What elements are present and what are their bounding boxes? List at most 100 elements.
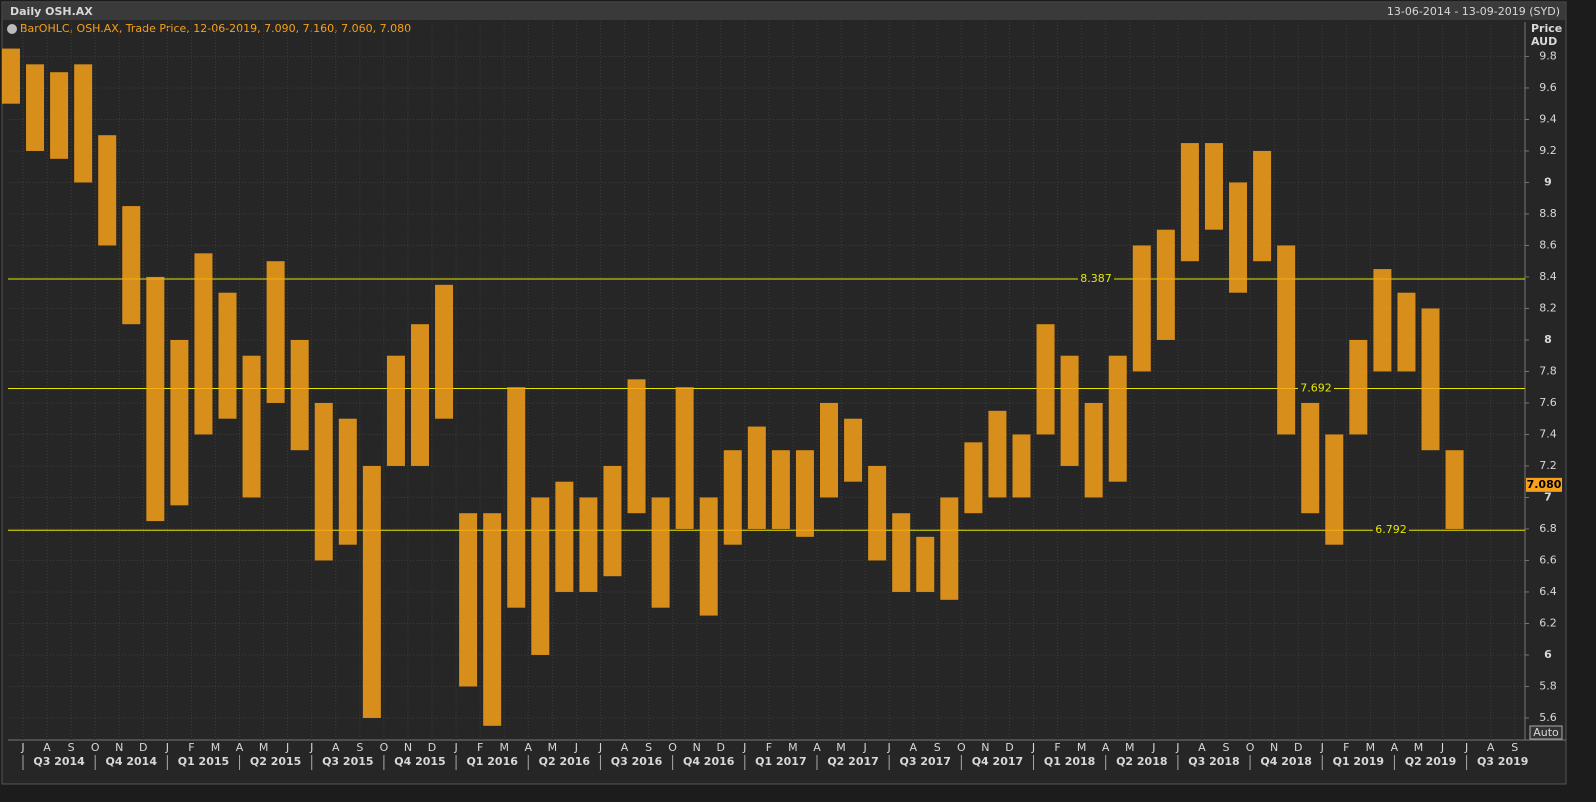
quarter-label: Q2 2016	[539, 755, 591, 768]
level-label-bg	[1373, 524, 1409, 537]
ohlc-bar	[362, 465, 381, 718]
month-label: O	[380, 741, 389, 754]
month-label: J	[598, 741, 602, 754]
month-label: O	[1246, 741, 1255, 754]
ohlc-bar	[651, 497, 670, 608]
y-tick-label: 7	[1544, 490, 1552, 503]
month-label: M	[836, 741, 846, 754]
ohlc-bar	[50, 72, 69, 159]
quarter-label: Q1 2016	[466, 755, 518, 768]
quarter-label: Q4 2017	[972, 755, 1023, 768]
month-label: J	[453, 741, 457, 754]
month-label: F	[766, 741, 772, 754]
quarter-label: Q3 2015	[322, 755, 373, 768]
month-label: J	[862, 741, 866, 754]
ohlc-bar	[988, 410, 1007, 498]
ohlc-bar	[1373, 269, 1392, 372]
month-label: J	[165, 741, 169, 754]
month-label: J	[1151, 741, 1155, 754]
chart-title: Daily OSH.AX	[10, 5, 93, 18]
auto-button[interactable]	[1529, 725, 1563, 740]
ohlc-bar	[1156, 229, 1175, 340]
ohlc-bar	[338, 418, 357, 545]
y-tick-label: 7.4	[1539, 427, 1557, 440]
y-tick-label: 8	[1544, 333, 1552, 346]
level-label-bg	[1298, 382, 1334, 395]
month-label: M	[1077, 741, 1087, 754]
ohlc-bar	[892, 513, 911, 592]
month-label: A	[332, 741, 340, 754]
ohlc-bar	[98, 135, 117, 246]
month-label: M	[788, 741, 798, 754]
month-label: J	[1320, 741, 1324, 754]
month-label: M	[1414, 741, 1424, 754]
month-label: F	[1343, 741, 1349, 754]
ohlc-bar	[507, 387, 526, 608]
ohlc-bar	[820, 402, 839, 498]
month-label: D	[716, 741, 724, 754]
ohlc-bar	[940, 497, 959, 600]
quarter-label: Q1 2018	[1044, 755, 1095, 768]
month-label: N	[404, 741, 412, 754]
ohlc-bar	[531, 497, 550, 655]
month-label: A	[1102, 741, 1110, 754]
ohlc-bar	[483, 513, 502, 726]
month-label: O	[957, 741, 966, 754]
month-label: S	[934, 741, 941, 754]
ohlc-bar	[1180, 143, 1199, 262]
ohlc-bar	[627, 379, 646, 514]
ohlc-bar	[1397, 292, 1416, 372]
date-range: 13-06-2014 - 13-09-2019 (SYD)	[1387, 5, 1560, 18]
y-tick-label: 7.2	[1539, 459, 1557, 472]
ohlc-bar	[555, 481, 574, 592]
month-label: A	[621, 741, 629, 754]
month-label: F	[477, 741, 483, 754]
header-bar	[3, 3, 1565, 20]
month-label: M	[499, 741, 509, 754]
ohlc-bar	[410, 324, 429, 466]
quarter-label: Q2 2015	[250, 755, 301, 768]
month-label: S	[68, 741, 75, 754]
y-tick-label: 8.8	[1539, 207, 1557, 220]
ohlc-bar	[290, 339, 309, 451]
quarter-label: Q2 2019	[1405, 755, 1456, 768]
ohlc-bar	[314, 402, 333, 561]
ohlc-bar	[386, 355, 405, 466]
y-tick-label: 6.2	[1539, 616, 1557, 629]
ohlc-bar	[1301, 402, 1320, 514]
month-label: S	[1511, 741, 1518, 754]
month-label: N	[981, 741, 989, 754]
y-tick-label: 5.6	[1539, 711, 1557, 724]
ohlc-bar	[26, 64, 45, 151]
ohlc-bar	[1421, 308, 1440, 451]
ohlc-bar	[675, 387, 694, 529]
month-label: J	[1175, 741, 1179, 754]
month-label: F	[188, 741, 194, 754]
quarter-label: Q4 2014	[106, 755, 158, 768]
ohlc-bar	[579, 497, 598, 592]
month-label: S	[645, 741, 652, 754]
quarter-label: Q3 2018	[1188, 755, 1239, 768]
quarter-label: Q4 2016	[683, 755, 735, 768]
y-tick-label: 7.6	[1539, 396, 1557, 409]
auto-button-label[interactable]: Auto	[1533, 726, 1559, 739]
ohlc-bar	[1229, 182, 1248, 293]
y-tick-label: 9	[1544, 175, 1552, 188]
level-label: 7.692	[1300, 381, 1332, 394]
quarter-label: Q3 2017	[900, 755, 951, 768]
month-label: A	[1487, 741, 1495, 754]
month-label: S	[356, 741, 363, 754]
y-tick-label: 6.6	[1539, 553, 1557, 566]
ohlc-bar	[1132, 245, 1151, 372]
month-label: D	[1005, 741, 1013, 754]
ohlc-bar	[723, 450, 742, 545]
ohlc-bar	[170, 339, 189, 506]
y-tick-label: 9.8	[1539, 49, 1557, 62]
month-label: J	[285, 741, 289, 754]
month-label: J	[1464, 741, 1468, 754]
y-tick-label: 8.2	[1539, 301, 1557, 314]
y-tick-label: 9.2	[1539, 144, 1557, 157]
last-price-label: 7.080	[1527, 478, 1562, 491]
month-label: A	[524, 741, 532, 754]
ohlc-bar	[868, 465, 887, 561]
